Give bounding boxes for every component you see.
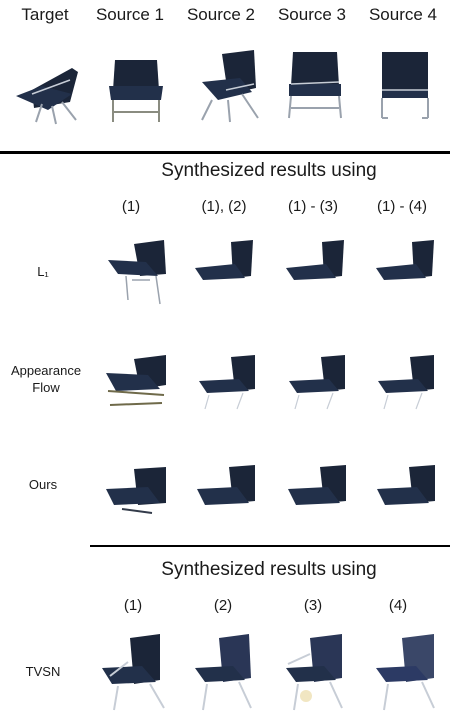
row-label-tvsn: TVSN <box>25 664 61 679</box>
section1-column-3: (1) - (3) <box>288 198 338 215</box>
chair-image-tvsn-2 <box>195 634 252 711</box>
section2-column-3: (3) <box>303 597 323 614</box>
row-label-appearance-flow: Appearance Flow <box>10 363 82 395</box>
header-source-2: Source 2 <box>186 5 256 24</box>
section-divider-thick <box>0 151 450 154</box>
header-source-3: Source 3 <box>277 5 347 24</box>
row-label-ours: Ours <box>28 477 58 492</box>
chair-image-appearance-flow-1 <box>106 355 166 406</box>
header-target: Target <box>21 5 69 24</box>
section-divider-thin <box>90 545 450 547</box>
chair-image-tvsn-4 <box>376 634 435 711</box>
chair-image-appearance-flow-2 <box>199 355 255 410</box>
chair-image-l1-2 <box>195 240 253 280</box>
chair-image-tvsn-1 <box>102 634 165 711</box>
chair-image-l1-1 <box>108 240 166 305</box>
row-label-l1: L₁ <box>37 264 49 279</box>
chair-image-ours-1 <box>106 467 166 514</box>
chair-image-l1-4 <box>376 240 434 280</box>
section2-title: Synthesized results using <box>161 559 377 580</box>
section2-column-4: (4) <box>388 597 408 614</box>
header-source-1: Source 1 <box>95 5 165 24</box>
section1-title: Synthesized results using <box>161 160 377 181</box>
chair-image-target <box>16 68 78 125</box>
chair-image-appearance-flow-3 <box>289 355 345 410</box>
section2-column-2: (2) <box>213 597 233 614</box>
chair-image-l1-3 <box>286 240 344 280</box>
section1-column-4: (1) - (4) <box>377 198 427 215</box>
chair-image-ours-2 <box>197 465 255 505</box>
section2-column-1: (1) <box>123 597 143 614</box>
chair-image-appearance-flow-4 <box>378 355 434 410</box>
chair-image-source-4 <box>381 52 429 119</box>
chair-image-tvsn-3 <box>286 634 343 711</box>
chair-image-ours-4 <box>377 465 435 505</box>
chair-image-ours-3 <box>288 465 346 505</box>
chair-image-source-1 <box>109 60 163 122</box>
section1-column-1: (1) <box>121 198 141 215</box>
section1-column-2: (1), (2) <box>201 198 247 215</box>
header-source-4: Source 4 <box>368 5 438 24</box>
chair-image-source-2 <box>201 50 259 123</box>
chair-image-source-3 <box>288 52 342 119</box>
